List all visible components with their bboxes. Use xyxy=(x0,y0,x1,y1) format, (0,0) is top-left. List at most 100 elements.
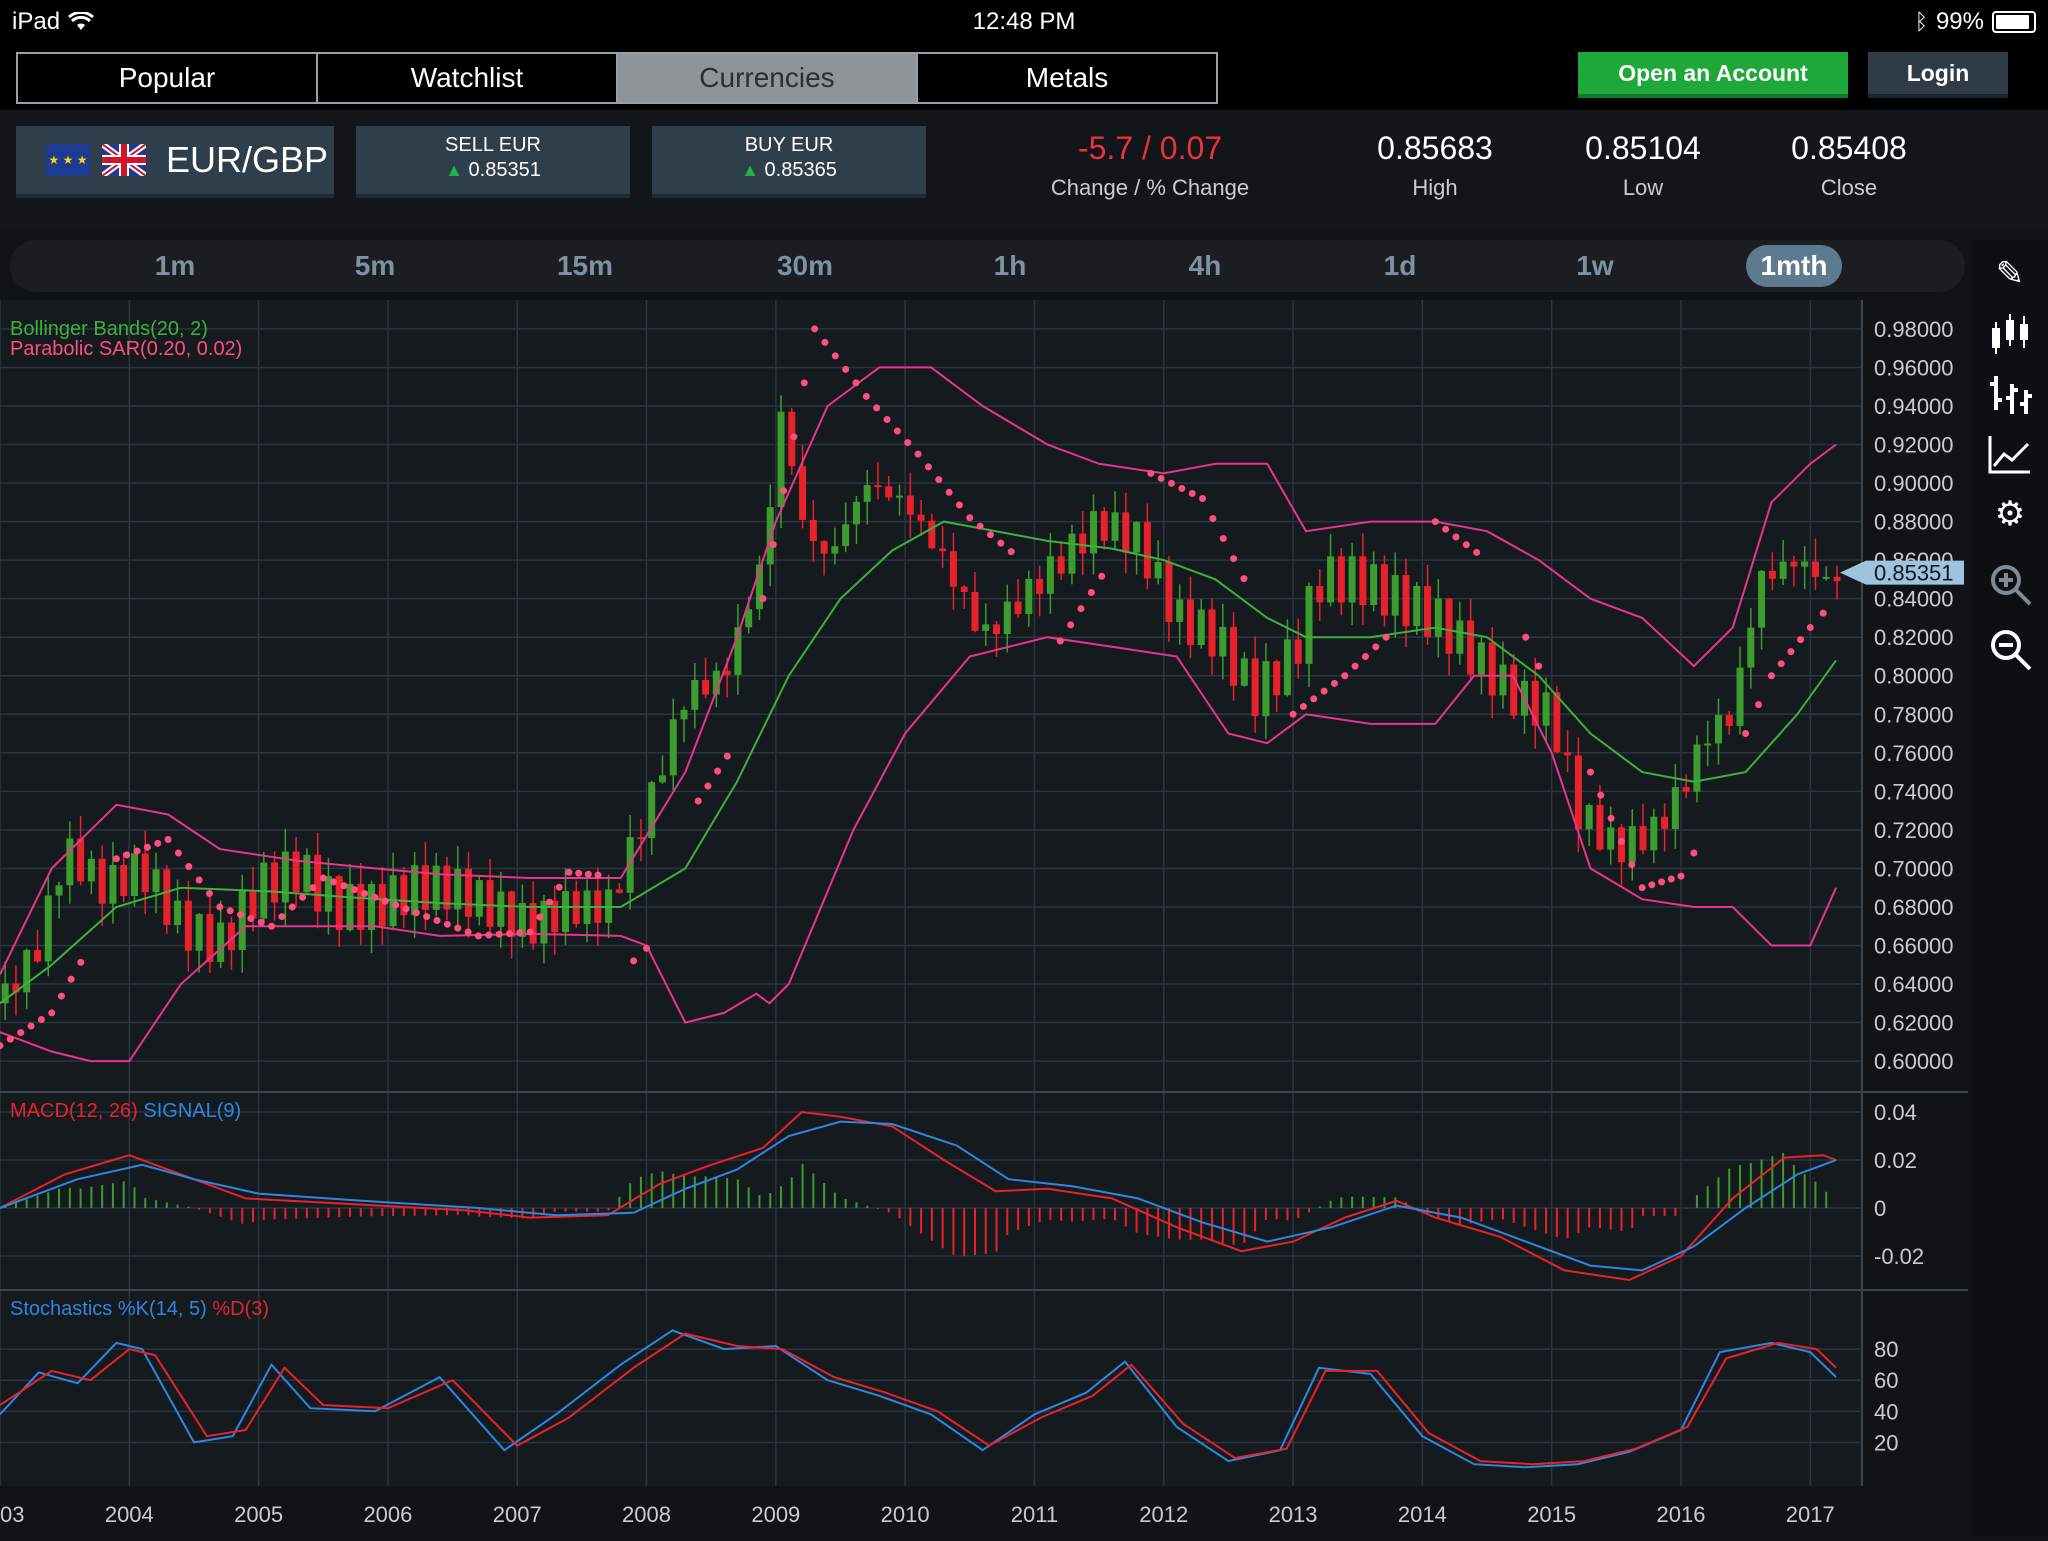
instrument-selector[interactable]: ★ ★ ★ EUR/GBP xyxy=(16,126,334,198)
sar-dot xyxy=(630,957,638,965)
sar-dot xyxy=(935,476,943,484)
sar-dot xyxy=(811,325,819,333)
candle-body xyxy=(303,854,311,893)
candle-body xyxy=(1316,586,1324,603)
stoch-tick-label: 20 xyxy=(1874,1430,1898,1455)
chart-canvas[interactable]: 2003 2004 2005 2006 2007 2008 2009 2010 2011 2012… xyxy=(0,300,1968,1536)
candle-body xyxy=(1359,556,1367,606)
sar-dot xyxy=(123,851,131,859)
y-tick-label: 0.70000 xyxy=(1874,856,1954,881)
timeframe-1d[interactable]: 1d xyxy=(1383,250,1417,281)
y-tick-label: 0.68000 xyxy=(1874,895,1954,920)
zoom-in-icon[interactable] xyxy=(1986,560,2034,608)
candle-body xyxy=(1499,664,1507,696)
chart-tools-sidebar: ✎ ⚙ xyxy=(1972,240,2048,1536)
timeframe-1h[interactable]: 1h xyxy=(993,250,1027,281)
candle-body xyxy=(1467,620,1475,675)
candle-body xyxy=(1143,522,1151,579)
high-stat: 0.85683 High xyxy=(1350,130,1520,201)
candle-body xyxy=(1661,816,1669,829)
candle-body xyxy=(745,609,753,628)
sar-dot xyxy=(594,871,602,879)
candle-body xyxy=(217,922,225,962)
y-tick-label: 0.98000 xyxy=(1874,317,1954,342)
sar-dot xyxy=(1797,636,1805,644)
sar-dot xyxy=(821,338,829,346)
sar-dot xyxy=(1382,633,1390,641)
candle-body xyxy=(1736,667,1744,727)
candle-body xyxy=(1801,561,1809,567)
tab-currencies[interactable]: Currencies xyxy=(618,54,918,102)
zoom-out-icon[interactable] xyxy=(1986,625,2034,673)
candle-body xyxy=(346,883,354,931)
sar-dot xyxy=(1178,484,1186,492)
candle-body xyxy=(1251,658,1259,717)
tab-popular[interactable]: Popular xyxy=(18,54,318,102)
sar-dot xyxy=(443,920,451,928)
x-tick-label: 2011 xyxy=(1011,1502,1058,1527)
stoch-k-line xyxy=(0,1329,1837,1469)
y-tick-label: 0.78000 xyxy=(1874,702,1954,727)
stoch-tick-label: 40 xyxy=(1874,1399,1898,1424)
sell-button[interactable]: SELL EUR ▲ 0.85351 xyxy=(356,126,630,198)
sar-dot xyxy=(350,886,358,894)
macd-tick-label: 0.02 xyxy=(1874,1148,1917,1173)
gear-icon[interactable]: ⚙ xyxy=(1994,495,2026,533)
sar-dot xyxy=(904,439,912,447)
sar-dot xyxy=(1199,494,1207,502)
timeframe-15m[interactable]: 15m xyxy=(556,250,614,281)
timeframe-5m[interactable]: 5m xyxy=(354,250,396,281)
ohlc-icon[interactable] xyxy=(1986,370,2034,418)
sar-dot xyxy=(77,958,85,966)
category-tabs: Popular Watchlist Currencies Metals xyxy=(16,52,1218,104)
sar-dot xyxy=(1320,687,1328,695)
stoch-tick-label: 80 xyxy=(1874,1337,1898,1362)
candle-body xyxy=(454,868,462,910)
tab-metals[interactable]: Metals xyxy=(918,54,1216,102)
timeframe-1m[interactable]: 1m xyxy=(154,250,196,281)
sar-dot xyxy=(986,531,994,539)
sar-dot xyxy=(0,1042,4,1050)
sar-dot xyxy=(1535,662,1543,670)
sar-dot xyxy=(1597,791,1605,799)
timeframe-4h[interactable]: 4h xyxy=(1188,250,1222,281)
candle-body xyxy=(799,466,807,520)
candle-body xyxy=(23,950,31,993)
open-account-button[interactable]: Open an Account xyxy=(1578,52,1848,98)
bluetooth-icon: ᛒ xyxy=(1914,9,1928,34)
sar-dot xyxy=(237,911,245,919)
candle-body xyxy=(1510,664,1518,716)
macd-tick-label: 0 xyxy=(1874,1196,1886,1221)
sar-dot xyxy=(966,514,974,522)
candle-body xyxy=(1822,576,1830,579)
candle-body xyxy=(443,865,451,910)
candle-body xyxy=(1068,533,1076,574)
candle-body xyxy=(1650,816,1658,851)
sar-dot xyxy=(1677,872,1685,880)
candle-body xyxy=(1758,570,1766,628)
candle-body xyxy=(1197,609,1205,646)
buy-button[interactable]: BUY EUR ▲ 0.85365 xyxy=(652,126,926,198)
sar-dot xyxy=(643,944,651,952)
tab-watchlist[interactable]: Watchlist xyxy=(318,54,618,102)
sar-dot xyxy=(1219,535,1227,543)
timeframe-1w[interactable]: 1w xyxy=(1576,250,1614,281)
candle-body xyxy=(1262,661,1270,717)
y-tick-label: 0.72000 xyxy=(1874,818,1954,843)
timeframe-bar: 1m 5m 15m 30m 1h 4h 1d 1w 1mth xyxy=(10,240,1965,292)
timeframe-30m[interactable]: 30m xyxy=(776,250,834,281)
candle-body xyxy=(98,858,106,904)
pencil-icon[interactable]: ✎ xyxy=(1995,255,2025,293)
candle-body xyxy=(120,865,128,896)
login-button[interactable]: Login xyxy=(1868,52,2008,98)
sar-dot xyxy=(1442,525,1450,533)
candle-body xyxy=(508,891,516,937)
timeframe-1mth[interactable]: 1mth xyxy=(1746,245,1842,287)
line-chart-icon[interactable] xyxy=(1986,430,2034,478)
sar-dot xyxy=(1522,633,1530,641)
candlestick-icon[interactable] xyxy=(1986,310,2034,358)
chart-area[interactable]: 2003 2004 2005 2006 2007 2008 2009 2010 2011 2012… xyxy=(0,300,1968,1536)
candle-body xyxy=(852,501,860,525)
sar-dot xyxy=(371,893,379,901)
close-stat: 0.85408 Close xyxy=(1764,130,1934,201)
